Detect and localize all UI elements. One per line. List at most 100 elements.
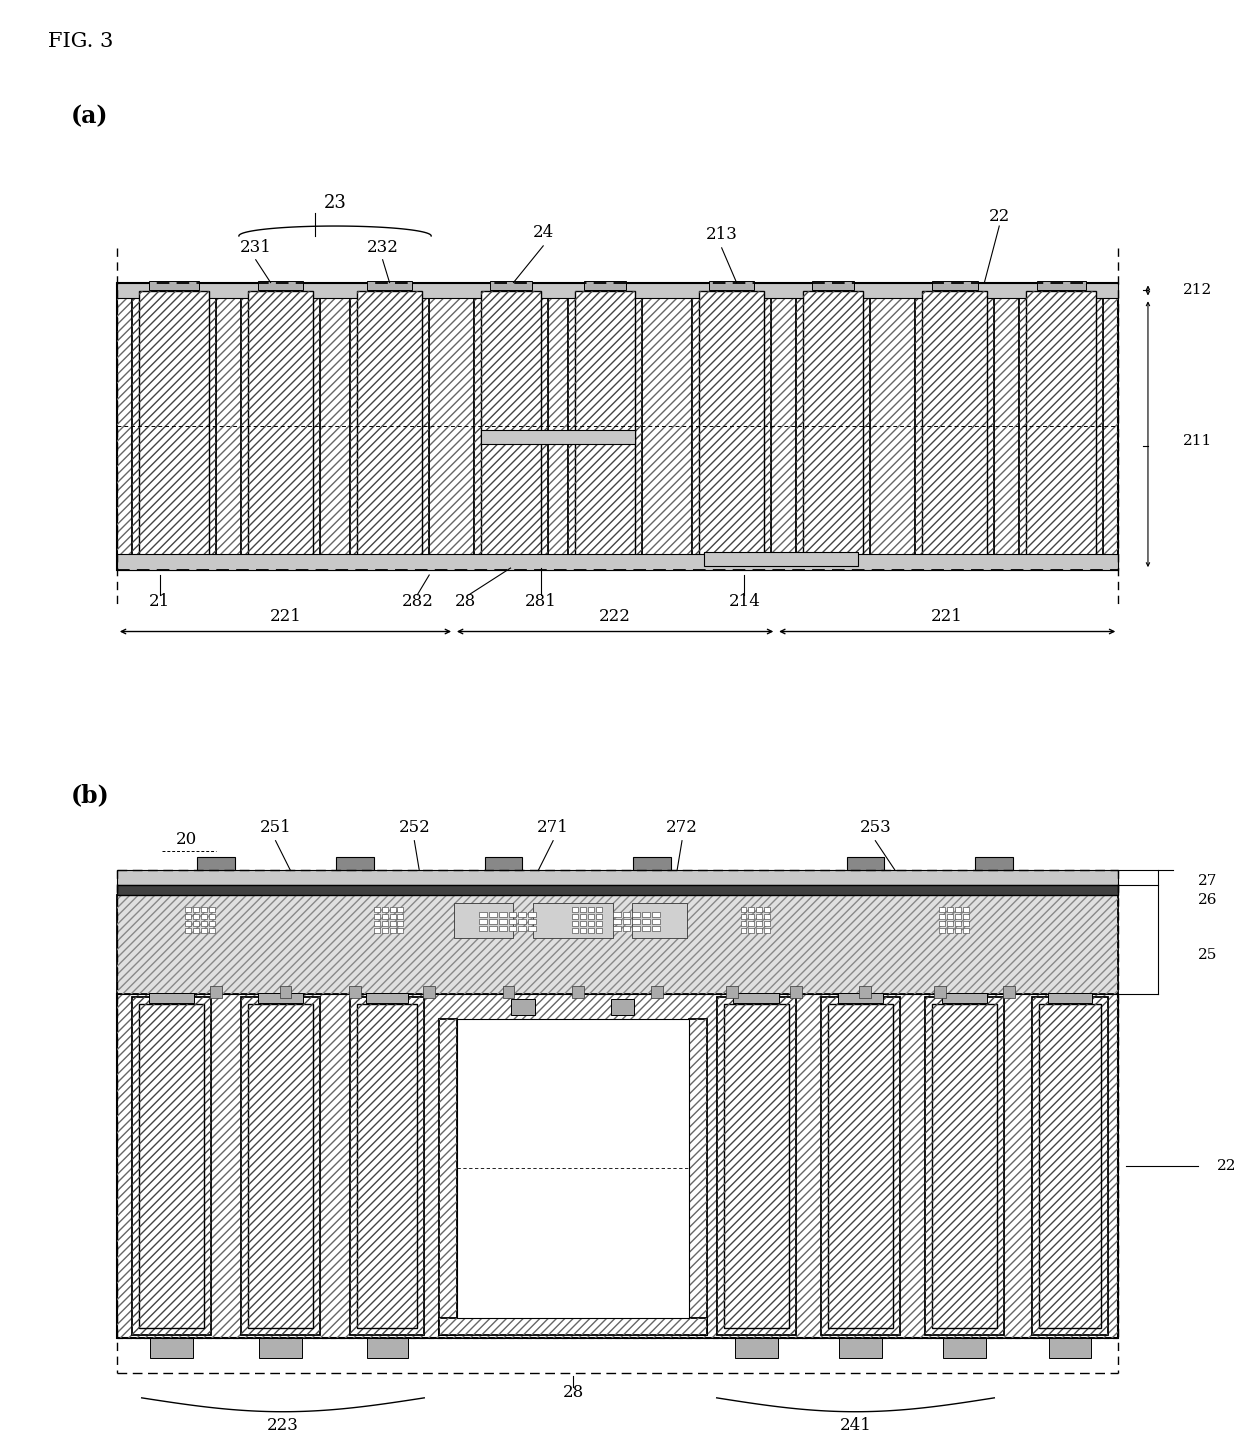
Bar [150, 1338, 193, 1358]
Bar [939, 929, 945, 933]
Bar [117, 896, 1118, 995]
Bar [474, 285, 548, 567]
Bar [764, 914, 770, 919]
Bar [201, 929, 207, 933]
Bar [595, 914, 601, 919]
Bar [717, 997, 796, 1336]
Bar [642, 926, 650, 931]
Bar [373, 907, 379, 911]
Text: 271: 271 [537, 820, 569, 837]
Bar [481, 291, 541, 562]
Bar [458, 1019, 689, 1317]
Bar [828, 1005, 893, 1328]
Text: 22: 22 [1218, 1159, 1236, 1174]
Bar [642, 919, 650, 924]
Bar [859, 986, 872, 999]
Bar [398, 921, 403, 926]
Bar [939, 914, 945, 919]
Bar [117, 886, 1118, 896]
Bar [439, 1317, 707, 1336]
Text: 25: 25 [1198, 947, 1216, 962]
Bar [1003, 986, 1016, 999]
Bar [382, 921, 388, 926]
Bar [1039, 1005, 1101, 1328]
Bar [241, 997, 320, 1336]
Bar [248, 1005, 314, 1328]
Bar [528, 911, 536, 917]
Bar [925, 997, 1004, 1336]
Bar [931, 1005, 997, 1328]
Text: 213: 213 [706, 226, 738, 244]
Bar [454, 903, 513, 937]
Bar [367, 281, 413, 291]
Text: 232: 232 [367, 239, 398, 257]
Text: 212: 212 [1183, 284, 1211, 298]
Bar [796, 285, 870, 567]
Bar [481, 430, 635, 444]
Bar [502, 986, 515, 999]
Bar [632, 926, 640, 931]
Bar [699, 291, 764, 562]
Bar [946, 921, 952, 926]
Bar [508, 926, 516, 931]
Text: (b): (b) [71, 784, 109, 807]
Bar [572, 986, 584, 999]
Text: 241: 241 [839, 1417, 872, 1433]
Bar [756, 921, 763, 926]
Bar [373, 914, 379, 919]
Bar [131, 997, 211, 1336]
Bar [764, 907, 770, 911]
Bar [942, 1338, 986, 1358]
Text: 28: 28 [562, 1384, 584, 1401]
Bar [934, 986, 946, 999]
Bar [201, 907, 207, 911]
Bar [756, 914, 763, 919]
Bar [595, 907, 601, 911]
Bar [193, 907, 200, 911]
Bar [423, 986, 435, 999]
Bar [734, 993, 779, 1003]
Text: FIG. 3: FIG. 3 [47, 32, 113, 50]
Bar [357, 291, 423, 562]
Bar [259, 1338, 303, 1358]
Bar [804, 291, 863, 562]
Bar [622, 911, 630, 917]
Bar [828, 1005, 893, 1328]
Bar [131, 997, 211, 1336]
Bar [812, 281, 854, 291]
Bar [634, 857, 671, 870]
Bar [117, 555, 1118, 570]
Bar [350, 285, 429, 567]
Bar [632, 919, 640, 924]
Bar [962, 921, 968, 926]
Bar [580, 921, 585, 926]
Bar [796, 285, 870, 567]
Bar [518, 911, 526, 917]
Bar [756, 907, 763, 911]
Text: 24: 24 [533, 225, 554, 242]
Bar [117, 282, 1118, 570]
Bar [572, 907, 578, 911]
Bar [652, 911, 660, 917]
Bar [357, 1005, 418, 1328]
Bar [642, 911, 650, 917]
Bar [740, 914, 746, 919]
Bar [366, 993, 408, 1003]
Bar [117, 896, 1118, 995]
Bar [350, 997, 424, 1336]
Bar [613, 919, 620, 924]
Bar [139, 1005, 205, 1328]
Text: 22: 22 [988, 208, 1009, 225]
Bar [382, 914, 388, 919]
Bar [498, 919, 507, 924]
Bar [498, 926, 507, 931]
Bar [258, 993, 304, 1003]
Bar [518, 919, 526, 924]
Bar [622, 919, 630, 924]
Bar [921, 291, 987, 562]
Bar [117, 995, 1118, 1338]
Bar [248, 291, 314, 562]
Bar [749, 929, 754, 933]
Bar [508, 911, 516, 917]
Text: 252: 252 [398, 820, 430, 837]
